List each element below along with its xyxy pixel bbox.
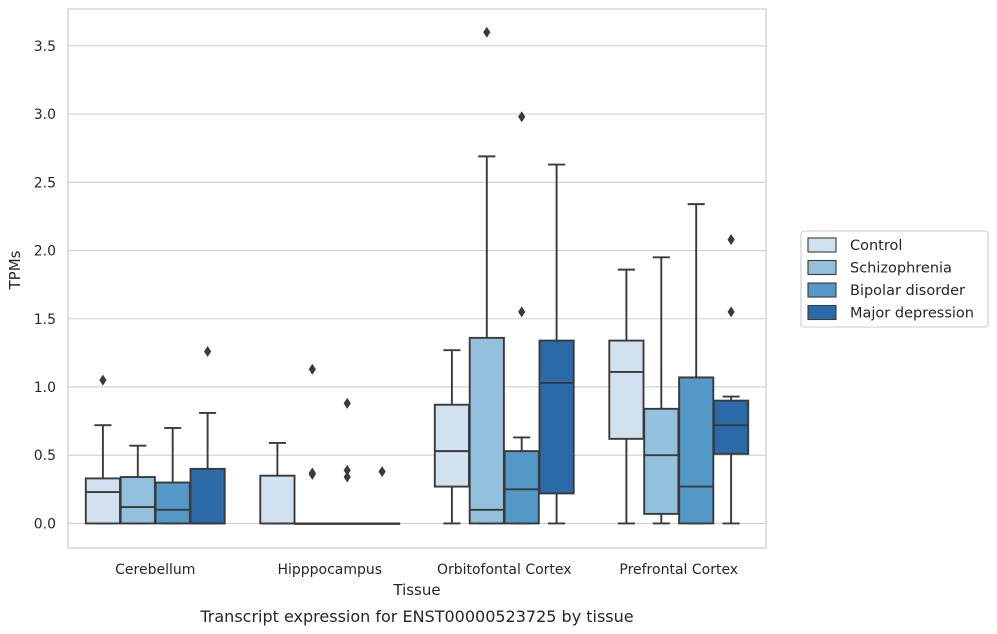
- legend-item: Bipolar disorder: [807, 282, 965, 299]
- outlier-point: [518, 306, 526, 318]
- outlier-point: [343, 397, 351, 409]
- outlier-point: [727, 234, 735, 246]
- box-body: [468, 336, 505, 525]
- outlier-point: [343, 464, 351, 476]
- legend-swatch: [807, 237, 837, 253]
- y-tick-label: 0.5: [34, 448, 56, 464]
- outlier-point: [308, 468, 316, 480]
- legend-item: Control: [807, 237, 902, 254]
- box-control: [433, 349, 470, 525]
- legend-swatch: [807, 304, 837, 321]
- box-body: [503, 450, 540, 525]
- y-tick-label: 1.5: [34, 312, 56, 328]
- outlier-point: [518, 111, 526, 123]
- box-body: [119, 476, 156, 525]
- x-tick-label: Orbitofontal Cortex: [437, 562, 572, 578]
- outlier-point: [483, 26, 491, 38]
- legend-swatch: [807, 282, 837, 298]
- box-bipolar-disorder: [329, 397, 366, 525]
- legend-label: Bipolar disorder: [850, 283, 965, 299]
- x-tick-label: Cerebellum: [115, 562, 195, 578]
- box-control: [259, 441, 296, 525]
- box-major-depression: [713, 234, 750, 525]
- x-tick-label: Hipppocampus: [277, 562, 382, 578]
- x-tick-labels: Cerebellum Hipppocampus Orbitofontal Corte…: [115, 562, 738, 578]
- y-tick-label: 0.0: [34, 516, 56, 532]
- box-schizophrenia: [643, 256, 680, 525]
- box-body: [608, 339, 645, 440]
- box-bipolar-disorder: [503, 111, 540, 525]
- legend-item: Major depression: [807, 304, 974, 322]
- y-tick-labels: 0.0 0.5 1.0 1.5 2.0 2.5 3.0 3.5: [34, 39, 56, 533]
- outlier-point: [204, 346, 212, 358]
- legend-label: Control: [850, 238, 902, 254]
- x-tick-label: Prefrontal Cortex: [619, 562, 738, 578]
- box-body: [713, 399, 750, 455]
- box-schizophrenia: [294, 363, 331, 525]
- legend-frame: [800, 230, 989, 328]
- box-body: [678, 376, 715, 525]
- legend-swatch: [807, 259, 837, 276]
- box-body: [154, 481, 191, 525]
- box-body: [433, 403, 470, 488]
- outlier-point: [727, 306, 735, 318]
- box-body: [189, 467, 226, 525]
- box-major-depression: [538, 163, 575, 525]
- box-body: [259, 474, 296, 525]
- legend-label: Major depression: [850, 306, 974, 322]
- outlier-point: [99, 374, 107, 386]
- outlier-point: [378, 466, 386, 478]
- box-groups: [84, 26, 750, 525]
- box-schizophrenia: [119, 444, 156, 525]
- legend: Control Schizophrenia Bipolar disorder Majo…: [800, 230, 989, 328]
- box-control: [84, 374, 121, 525]
- y-tick-label: 3.5: [34, 39, 56, 55]
- gridlines: [68, 45, 766, 524]
- box-body: [538, 339, 575, 495]
- legend-label: Schizophrenia: [850, 261, 952, 277]
- legend-item: Schizophrenia: [807, 259, 952, 277]
- box-major-depression: [189, 346, 226, 525]
- y-tick-label: 2.5: [34, 175, 56, 191]
- plot-frame: [67, 8, 767, 549]
- x-axis-label: Tissue: [392, 581, 440, 599]
- y-tick-label: 2.0: [34, 244, 56, 260]
- box-major-depression: [364, 466, 401, 525]
- outlier-point: [308, 363, 316, 375]
- box-control: [608, 268, 645, 525]
- y-tick-label: 1.0: [34, 380, 56, 396]
- box-bipolar-disorder: [678, 203, 715, 525]
- y-tick-label: 3.0: [34, 107, 56, 123]
- chart-caption: Transcript expression for ENST0000052372…: [199, 607, 633, 626]
- box-bipolar-disorder: [154, 426, 191, 525]
- box-schizophrenia: [468, 26, 505, 525]
- y-axis-label: TPMs: [6, 250, 24, 290]
- box-body: [84, 477, 121, 525]
- outlier-point: [343, 471, 351, 483]
- box-body: [643, 407, 680, 515]
